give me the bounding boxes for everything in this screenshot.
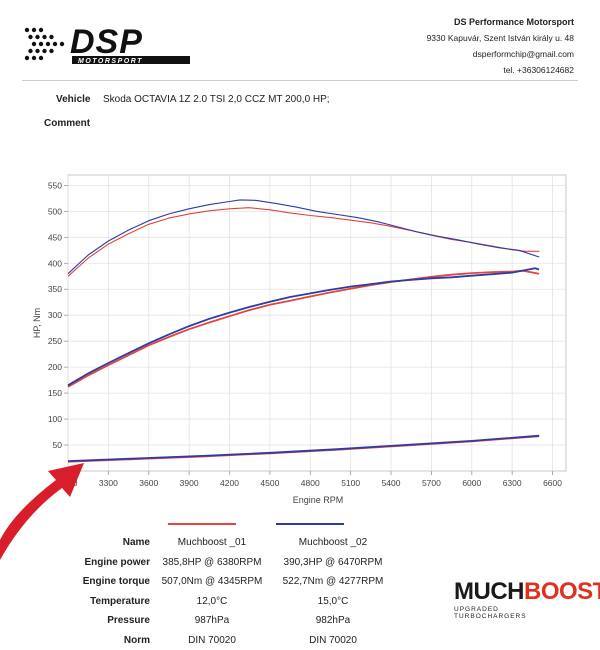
x-tick-label: 3600 [139, 478, 158, 488]
y-tick-label: 200 [48, 362, 62, 372]
x-tick-label: 3000 [59, 478, 78, 488]
y-tick-label: 300 [48, 310, 62, 320]
x-tick-label: 3300 [99, 478, 118, 488]
y-tick-label: 150 [48, 388, 62, 398]
x-tick-label: 5400 [382, 478, 401, 488]
plot-area [68, 175, 566, 471]
results-run1: 987hPa [154, 611, 270, 631]
results-label: Name [60, 533, 154, 553]
x-tick-label: 6300 [503, 478, 522, 488]
results-label: Engine torque [60, 572, 154, 592]
results-run2: DIN 70020 [270, 631, 396, 650]
legend-swatch-run1 [168, 523, 236, 525]
results-label: Temperature [60, 592, 154, 612]
results-run2: 522,7Nm @ 4277RPM [270, 572, 396, 592]
results-run1: 507,0Nm @ 4345RPM [154, 572, 270, 592]
y-tick-label: 500 [48, 206, 62, 216]
results-run1: 385,8HP @ 6380RPM [154, 553, 270, 573]
results-run1: Muchboost _01 [154, 533, 270, 553]
results-run2: 982hPa [270, 611, 396, 631]
legend-swatch-run2 [276, 523, 344, 525]
results-run1: DIN 70020 [154, 631, 270, 650]
y-tick-label: 50 [53, 440, 63, 450]
brand-word-b: BOOST [524, 578, 600, 605]
x-tick-label: 4200 [220, 478, 239, 488]
results-label: Pressure [60, 611, 154, 631]
results-label: Norm [60, 631, 154, 650]
x-tick-label: 4800 [301, 478, 320, 488]
y-tick-label: 250 [48, 336, 62, 346]
brand-tagline: UPGRADED TURBOCHARGERS [454, 606, 574, 620]
x-tick-label: 4500 [260, 478, 279, 488]
x-axis-label: Engine RPM [293, 495, 344, 505]
y-tick-label: 450 [48, 232, 62, 242]
y-axis-label: HP, Nm [32, 308, 42, 338]
chart-grid [68, 175, 566, 471]
x-tick-label: 6600 [543, 478, 562, 488]
muchboost-logo: MUCHBOOST UPGRADED TURBOCHARGERS [454, 580, 574, 620]
x-tick-label: 6000 [462, 478, 481, 488]
y-tick-label: 100 [48, 414, 62, 424]
results-label: Engine power [60, 553, 154, 573]
x-tick-label: 5700 [422, 478, 441, 488]
results-run1: 12,0°C [154, 592, 270, 612]
y-tick-label: 400 [48, 258, 62, 268]
results-run2: 390,3HP @ 6470RPM [270, 553, 396, 573]
brand-word-a: MUCH [454, 578, 524, 605]
y-tick-label: 550 [48, 180, 62, 190]
results-run2: 15,0°C [270, 592, 396, 612]
x-tick-label: 3900 [180, 478, 199, 488]
x-tick-label: 5100 [341, 478, 360, 488]
results-run2: Muchboost _02 [270, 533, 396, 553]
y-tick-label: 350 [48, 284, 62, 294]
